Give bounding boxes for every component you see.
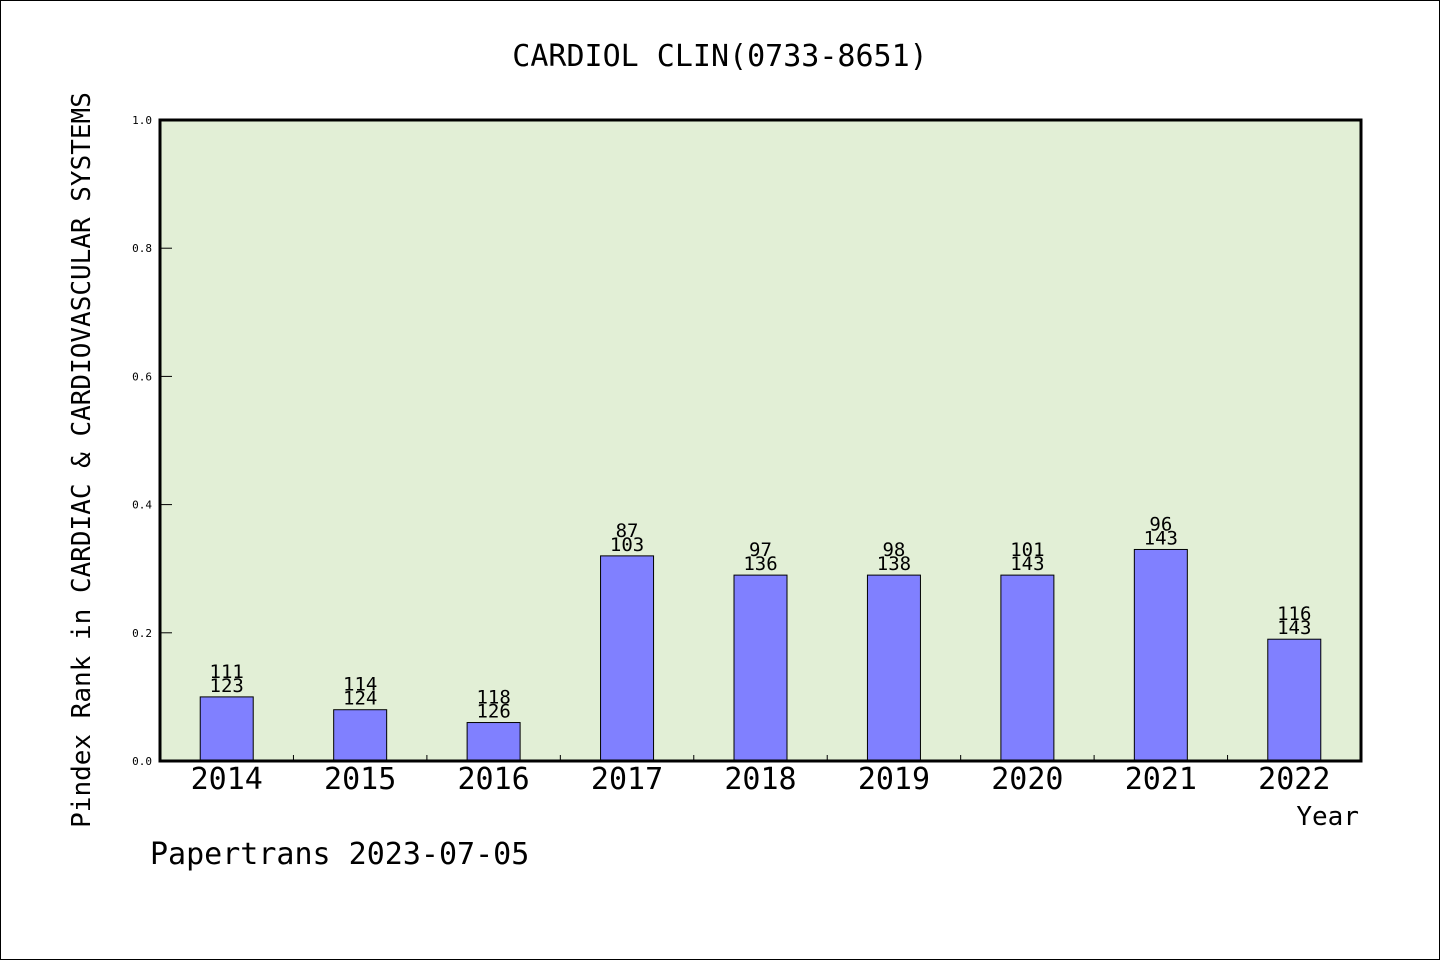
x-axis-label: Year xyxy=(1296,802,1359,832)
rank-label: 96 xyxy=(1149,513,1172,535)
total-label: 138 xyxy=(877,553,911,575)
total-label: 143 xyxy=(1277,617,1311,639)
rank-label: 111 xyxy=(210,661,244,683)
bar-2022 xyxy=(1267,638,1322,762)
data-labels: 1231111241141261181038713697138981431011… xyxy=(210,513,1312,722)
x-tick-label: 2021 xyxy=(1125,762,1197,797)
y-tick-label: 0.0 xyxy=(132,755,152,768)
rank-label: 101 xyxy=(1010,539,1044,561)
x-tick-label: 2019 xyxy=(858,762,930,797)
chart-title: CARDIOL CLIN(0733-8651) xyxy=(512,39,927,74)
y-tick-label: 0.6 xyxy=(132,370,152,383)
bars-group xyxy=(199,548,1322,762)
y-tick-label: 0.2 xyxy=(132,627,152,640)
total-label: 103 xyxy=(610,534,644,556)
rank-label: 116 xyxy=(1277,603,1311,625)
total-label: 126 xyxy=(476,701,510,723)
x-axis: 2014 2015 2016 2017 2018 2019 2020 2021 2022 xyxy=(191,755,1330,797)
rank-label: 97 xyxy=(749,539,772,561)
x-tick-label: 2022 xyxy=(1258,762,1330,797)
y-tick-label: 0.4 xyxy=(132,499,152,512)
bar-2016 xyxy=(466,722,521,762)
bar-2015 xyxy=(333,709,388,762)
y-tick-label: 1.0 xyxy=(132,114,152,127)
bar-2021 xyxy=(1133,548,1188,762)
x-tick-label: 2015 xyxy=(324,762,396,797)
total-label: 124 xyxy=(343,688,377,710)
rank-label: 114 xyxy=(343,674,377,696)
total-label: 136 xyxy=(743,553,777,575)
bar-2018 xyxy=(733,574,788,762)
x-tick-label: 2018 xyxy=(724,762,796,797)
total-label: 123 xyxy=(210,675,244,697)
footer-text: Papertrans 2023-07-05 xyxy=(150,837,529,872)
total-label: 143 xyxy=(1010,553,1044,575)
bar-2019 xyxy=(866,574,921,762)
x-tick-label: 2016 xyxy=(457,762,529,797)
rank-label: 98 xyxy=(882,539,905,561)
rank-label: 118 xyxy=(476,687,510,709)
total-label: 143 xyxy=(1144,527,1178,549)
x-tick-label: 2017 xyxy=(591,762,663,797)
rank-label: 87 xyxy=(616,520,639,542)
bar-2017 xyxy=(600,555,655,762)
y-axis-label: Pindex Rank in CARDIAC & CARDIOVASCULAR … xyxy=(67,92,97,828)
y-tick-label: 0.8 xyxy=(132,242,152,255)
plot-border xyxy=(158,118,1363,763)
bar-2014 xyxy=(199,696,254,762)
x-tick-label: 2020 xyxy=(991,762,1063,797)
bar-2020 xyxy=(1000,574,1055,762)
x-tick-label: 2014 xyxy=(191,762,263,797)
